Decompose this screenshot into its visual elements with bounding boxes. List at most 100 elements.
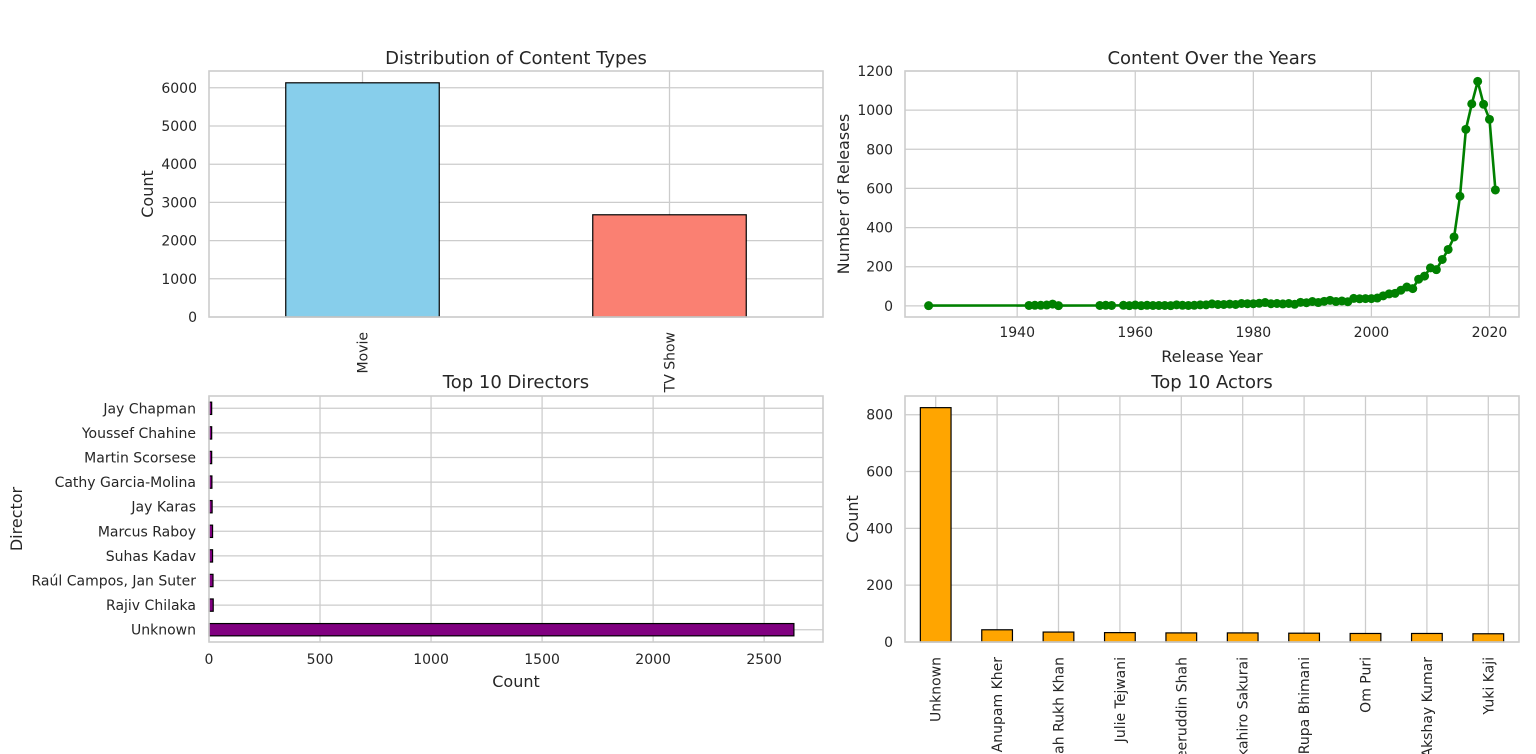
y-tick-label: 4000	[161, 157, 197, 173]
x-tick-label: TV Show	[663, 332, 679, 393]
y-tick-label: 1000	[857, 103, 893, 119]
y-tick-label: 3000	[161, 195, 197, 211]
y-tick-label: Rajiv Chilaka	[106, 598, 196, 614]
data-point	[1455, 191, 1465, 201]
x-tick-label: 1940	[999, 325, 1035, 341]
x-tick-label: 500	[307, 652, 334, 668]
x-tick-label: Yuki Kaji	[1481, 657, 1497, 716]
y-axis-label: Count	[843, 495, 862, 543]
y-tick-label: 0	[188, 310, 197, 326]
data-point	[1443, 244, 1453, 254]
chart-content-over-years: 0 200 400 600 800 1000 1200 1940 1960 1980 2000 202…	[834, 48, 1520, 366]
y-tick-label: 2000	[161, 234, 197, 250]
bar	[592, 214, 747, 318]
bar	[1226, 632, 1259, 643]
plot-frame	[208, 395, 824, 643]
chart-top-directors: 0 500 1000 1500 2000 2500 Unknown Rajiv Chilaka…	[7, 372, 824, 691]
y-tick-label: 600	[866, 181, 893, 197]
x-tick-label: 2000	[635, 652, 671, 668]
y-tick-label: 800	[866, 408, 893, 424]
plot-frame	[904, 395, 1520, 643]
x-tick-label: Unknown	[929, 657, 945, 722]
data-point	[1461, 124, 1471, 134]
data-point	[1473, 76, 1483, 86]
x-tick-label: Akshay Kumar	[1420, 657, 1436, 754]
x-tick-label: 2020	[1472, 325, 1508, 341]
x-tick-label: 2500	[746, 652, 782, 668]
x-tick-label: 2000	[1354, 325, 1390, 341]
bar	[1349, 632, 1382, 643]
y-tick-label: Raúl Campos, Jan Suter	[32, 574, 197, 590]
data-point	[1107, 300, 1117, 310]
chart-title: Top 10 Directors	[442, 372, 589, 393]
x-tick-label: 1500	[524, 652, 560, 668]
data-point	[1420, 271, 1430, 281]
x-axis-label: Release Year	[1161, 347, 1263, 366]
y-axis-label: Count	[138, 170, 157, 218]
y-tick-label: 600	[866, 465, 893, 481]
y-tick-label: 1200	[857, 64, 893, 80]
series-line	[928, 80, 1497, 307]
bar	[981, 629, 1014, 643]
chart-title: Content Over the Years	[1107, 48, 1316, 69]
x-tick-label: Anupam Kher	[990, 657, 1006, 753]
data-point	[1479, 99, 1489, 109]
y-tick-label: 0	[884, 299, 893, 315]
x-tick-label: Om Puri	[1359, 657, 1375, 713]
y-tick-label: 200	[866, 260, 893, 276]
y-tick-label: Suhas Kadav	[106, 549, 196, 565]
x-tick-label: Takahiro Sakurai	[1236, 657, 1252, 754]
y-tick-label: 5000	[161, 119, 197, 135]
data-point	[1467, 99, 1477, 109]
bar	[919, 407, 952, 643]
y-tick-label: Cathy Garcia-Molina	[55, 475, 196, 491]
bar	[1042, 631, 1075, 643]
bar	[1472, 633, 1505, 643]
data-point	[1054, 301, 1063, 311]
data-point	[1408, 284, 1418, 294]
plot-frame	[904, 70, 1520, 318]
x-tick-label: Naseeruddin Shah	[1174, 657, 1190, 754]
y-tick-label: Unknown	[131, 623, 196, 639]
y-tick-label: 400	[866, 221, 893, 237]
x-tick-label: 1000	[413, 652, 449, 668]
chart-top-actors: 0 200 400 600 800 Unknown Anupam Kher Shah Rukh…	[843, 372, 1520, 754]
chart-content-types: 0 1000 2000 3000 4000 5000 6000 Movie TV Show Di…	[138, 48, 824, 393]
y-tick-label: Jay Chapman	[102, 401, 196, 417]
y-tick-label: 200	[866, 578, 893, 594]
y-tick-label: Youssef Chahine	[81, 426, 196, 442]
chart-title: Distribution of Content Types	[385, 48, 647, 69]
y-axis-label: Number of Releases	[834, 114, 853, 275]
data-point	[924, 301, 934, 311]
bar	[1288, 632, 1321, 643]
data-point	[1449, 232, 1459, 242]
bar	[1165, 632, 1198, 643]
y-tick-label: 6000	[161, 81, 197, 97]
bar	[285, 82, 440, 318]
plot-frame	[208, 70, 824, 318]
data-point	[1490, 185, 1500, 195]
data-point	[1437, 254, 1447, 264]
bar	[1410, 632, 1443, 643]
x-axis-label: Count	[492, 672, 540, 691]
x-tick-label: 0	[205, 652, 214, 668]
y-tick-label: Marcus Raboy	[98, 524, 196, 540]
y-tick-label: 1000	[161, 272, 197, 288]
bar	[1103, 632, 1136, 643]
data-point	[1431, 265, 1441, 275]
y-tick-label: 0	[884, 635, 893, 651]
y-tick-label: Jay Karas	[130, 500, 196, 516]
x-tick-label: Shah Rukh Khan	[1052, 657, 1068, 754]
y-tick-label: 800	[866, 142, 893, 158]
data-point	[1484, 114, 1494, 124]
x-tick-label: Julie Tejwani	[1113, 657, 1129, 743]
x-tick-label: Rupa Bhimani	[1297, 657, 1313, 754]
x-tick-label: 1980	[1236, 325, 1272, 341]
bar	[208, 622, 795, 637]
y-axis-label: Director	[7, 486, 26, 551]
y-tick-label: Martin Scorsese	[84, 451, 196, 467]
chart-title: Top 10 Actors	[1150, 372, 1272, 393]
y-tick-label: 400	[866, 521, 893, 537]
x-tick-label: 1960	[1117, 325, 1153, 341]
